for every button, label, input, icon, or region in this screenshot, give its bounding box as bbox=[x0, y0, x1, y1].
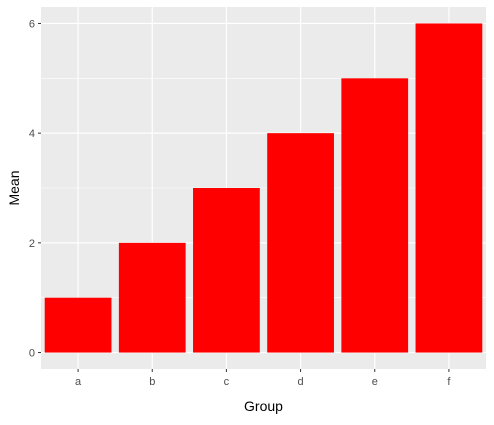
bar-e bbox=[341, 78, 409, 353]
y-tick-label: 6 bbox=[29, 18, 35, 30]
bar-c bbox=[193, 188, 260, 353]
bars bbox=[44, 23, 483, 353]
bar-f bbox=[415, 23, 483, 353]
x-tick-label: f bbox=[447, 376, 451, 388]
bar-d bbox=[267, 133, 334, 353]
x-axis-ticks: a b c d e f bbox=[75, 369, 451, 388]
x-tick-label: a bbox=[75, 376, 82, 388]
x-tick-label: e bbox=[372, 376, 378, 388]
y-tick-label: 2 bbox=[29, 238, 35, 250]
x-tick-label: c bbox=[224, 376, 230, 388]
y-tick-label: 4 bbox=[29, 128, 35, 140]
x-tick-label: b bbox=[149, 376, 155, 388]
minor-gridlines bbox=[41, 78, 486, 298]
y-tick-label: 0 bbox=[29, 348, 35, 360]
bar-a bbox=[44, 297, 112, 353]
y-axis-ticks: 0 2 4 6 bbox=[29, 18, 41, 360]
bar-b bbox=[118, 242, 186, 353]
x-tick-label: d bbox=[298, 376, 304, 388]
x-axis-title: Group bbox=[244, 398, 283, 414]
y-axis-title: Mean bbox=[6, 170, 22, 205]
